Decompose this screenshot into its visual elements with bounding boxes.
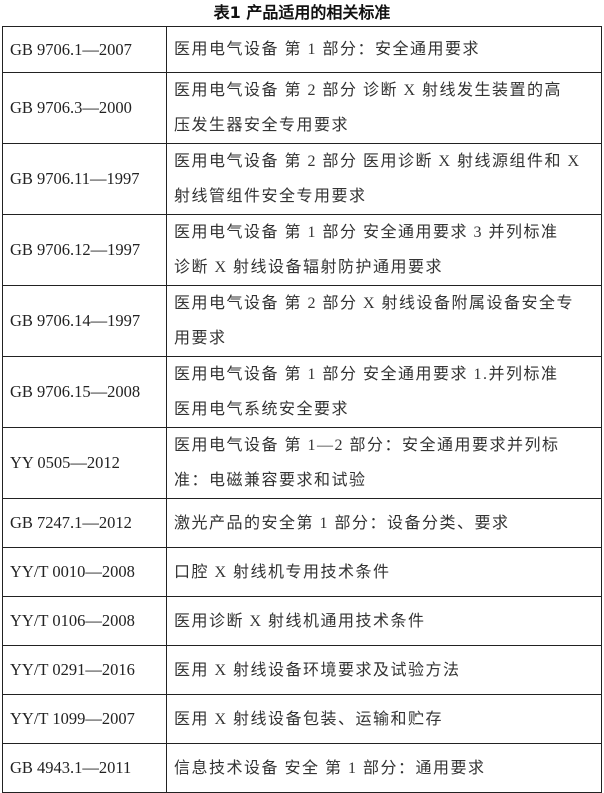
standard-title-line: 信息技术设备 安全 第 1 部分：通用要求 xyxy=(174,759,486,777)
standards-table: GB 9706.1—2007 医用电气设备 第 1 部分：安全通用要求 GB 970… xyxy=(2,26,602,793)
table-row: GB 9706.11—1997 医用电气设备 第 2 部分 医用诊断 X 射线源组… xyxy=(2,143,602,215)
table-row: YY/T 1099—2007 医用 X 射线设备包装、运输和贮存 xyxy=(2,694,602,744)
standard-title: 信息技术设备 安全 第 1 部分：通用要求 xyxy=(166,743,602,793)
table-row: YY/T 0106—2008 医用诊断 X 射线机通用技术条件 xyxy=(2,596,602,646)
standard-title-line: 医用电气设备 第 2 部分 医用诊断 X 射线源组件和 X xyxy=(174,153,581,170)
standard-title-line: 用要求 xyxy=(174,330,227,347)
table-row: GB 9706.14—1997 医用电气设备 第 2 部分 X 射线设备附属设备安… xyxy=(2,285,602,357)
standard-title: 医用电气设备 第 2 部分 诊断 X 射线发生装置的高 压发生器安全专用要求 xyxy=(166,72,602,144)
standard-title: 医用电气设备 第 2 部分 X 射线设备附属设备安全专 用要求 xyxy=(166,285,602,357)
standard-title-line: 医用电气设备 第 1 部分：安全通用要求 xyxy=(174,41,481,58)
standard-code: GB 9706.12—1997 xyxy=(2,214,167,286)
table-row: YY/T 0291—2016 医用 X 射线设备环境要求及试验方法 xyxy=(2,645,602,695)
standard-code: GB 9706.11—1997 xyxy=(2,143,167,215)
standard-title-line: 医用电气设备 第 2 部分 诊断 X 射线发生装置的高 xyxy=(174,82,563,99)
standard-title-line: 口腔 X 射线机专用技术条件 xyxy=(174,563,391,581)
table-row: GB 9706.3—2000 医用电气设备 第 2 部分 诊断 X 射线发生装置的… xyxy=(2,72,602,144)
standard-code: GB 9706.1—2007 xyxy=(2,26,167,73)
standard-title-line: 医用电气设备 第 1 部分 安全通用要求 1.并列标准 xyxy=(174,366,559,383)
standard-title-line: 射线管组件安全专用要求 xyxy=(174,188,367,205)
standard-title-line: 激光产品的安全第 1 部分：设备分类、要求 xyxy=(174,514,510,532)
standard-code: YY/T 0291—2016 xyxy=(2,645,167,695)
standard-title-line: 医用 X 射线设备包装、运输和贮存 xyxy=(174,710,444,728)
standard-title-line: 医用电气设备 第 2 部分 X 射线设备附属设备安全专 xyxy=(174,295,575,312)
standard-title-line: 医用 X 射线设备环境要求及试验方法 xyxy=(174,661,461,679)
standard-title: 口腔 X 射线机专用技术条件 xyxy=(166,547,602,597)
table-title: 表1 产品适用的相关标准 xyxy=(213,3,391,22)
table-row: GB 4943.1—2011 信息技术设备 安全 第 1 部分：通用要求 xyxy=(2,743,602,793)
standard-title: 医用电气设备 第 1 部分：安全通用要求 xyxy=(166,26,602,73)
table-row: GB 9706.12—1997 医用电气设备 第 1 部分 安全通用要求 3 并列… xyxy=(2,214,602,286)
standard-code: GB 9706.15—2008 xyxy=(2,356,167,428)
standard-title-line: 医用电气系统安全要求 xyxy=(174,401,350,418)
standard-code: YY/T 0106—2008 xyxy=(2,596,167,646)
standard-title-line: 医用电气设备 第 1—2 部分：安全通用要求并列标 xyxy=(174,437,560,454)
standard-title: 医用 X 射线设备包装、运输和贮存 xyxy=(166,694,602,744)
standard-title: 医用电气设备 第 1—2 部分：安全通用要求并列标 准：电磁兼容要求和试验 xyxy=(166,427,602,499)
standard-code: GB 7247.1—2012 xyxy=(2,498,167,548)
table-row: YY/T 0010—2008 口腔 X 射线机专用技术条件 xyxy=(2,547,602,597)
standard-title: 激光产品的安全第 1 部分：设备分类、要求 xyxy=(166,498,602,548)
standard-title-line: 医用诊断 X 射线机通用技术条件 xyxy=(174,612,426,630)
standard-title: 医用电气设备 第 1 部分 安全通用要求 1.并列标准 医用电气系统安全要求 xyxy=(166,356,602,428)
standard-code: YY 0505—2012 xyxy=(2,427,167,499)
standard-title: 医用电气设备 第 1 部分 安全通用要求 3 并列标准 诊断 X 射线设备辐射防护… xyxy=(166,214,602,286)
standard-title: 医用诊断 X 射线机通用技术条件 xyxy=(166,596,602,646)
standard-code: GB 9706.3—2000 xyxy=(2,72,167,144)
table-row: GB 7247.1—2012 激光产品的安全第 1 部分：设备分类、要求 xyxy=(2,498,602,548)
standard-title-line: 医用电气设备 第 1 部分 安全通用要求 3 并列标准 xyxy=(174,224,559,241)
standard-code: GB 4943.1—2011 xyxy=(2,743,167,793)
table-row: GB 9706.15—2008 医用电气设备 第 1 部分 安全通用要求 1.并列… xyxy=(2,356,602,428)
table-row: YY 0505—2012 医用电气设备 第 1—2 部分：安全通用要求并列标 准：电… xyxy=(2,427,602,499)
standard-code: GB 9706.14—1997 xyxy=(2,285,167,357)
standard-title-line: 压发生器安全专用要求 xyxy=(174,117,350,134)
standard-title-line: 准：电磁兼容要求和试验 xyxy=(174,472,367,489)
standard-code: YY/T 1099—2007 xyxy=(2,694,167,744)
table-row: GB 9706.1—2007 医用电气设备 第 1 部分：安全通用要求 xyxy=(2,26,602,73)
standard-title: 医用电气设备 第 2 部分 医用诊断 X 射线源组件和 X 射线管组件安全专用要求 xyxy=(166,143,602,215)
standard-title: 医用 X 射线设备环境要求及试验方法 xyxy=(166,645,602,695)
standard-code: YY/T 0010—2008 xyxy=(2,547,167,597)
standard-title-line: 诊断 X 射线设备辐射防护通用要求 xyxy=(174,259,444,276)
